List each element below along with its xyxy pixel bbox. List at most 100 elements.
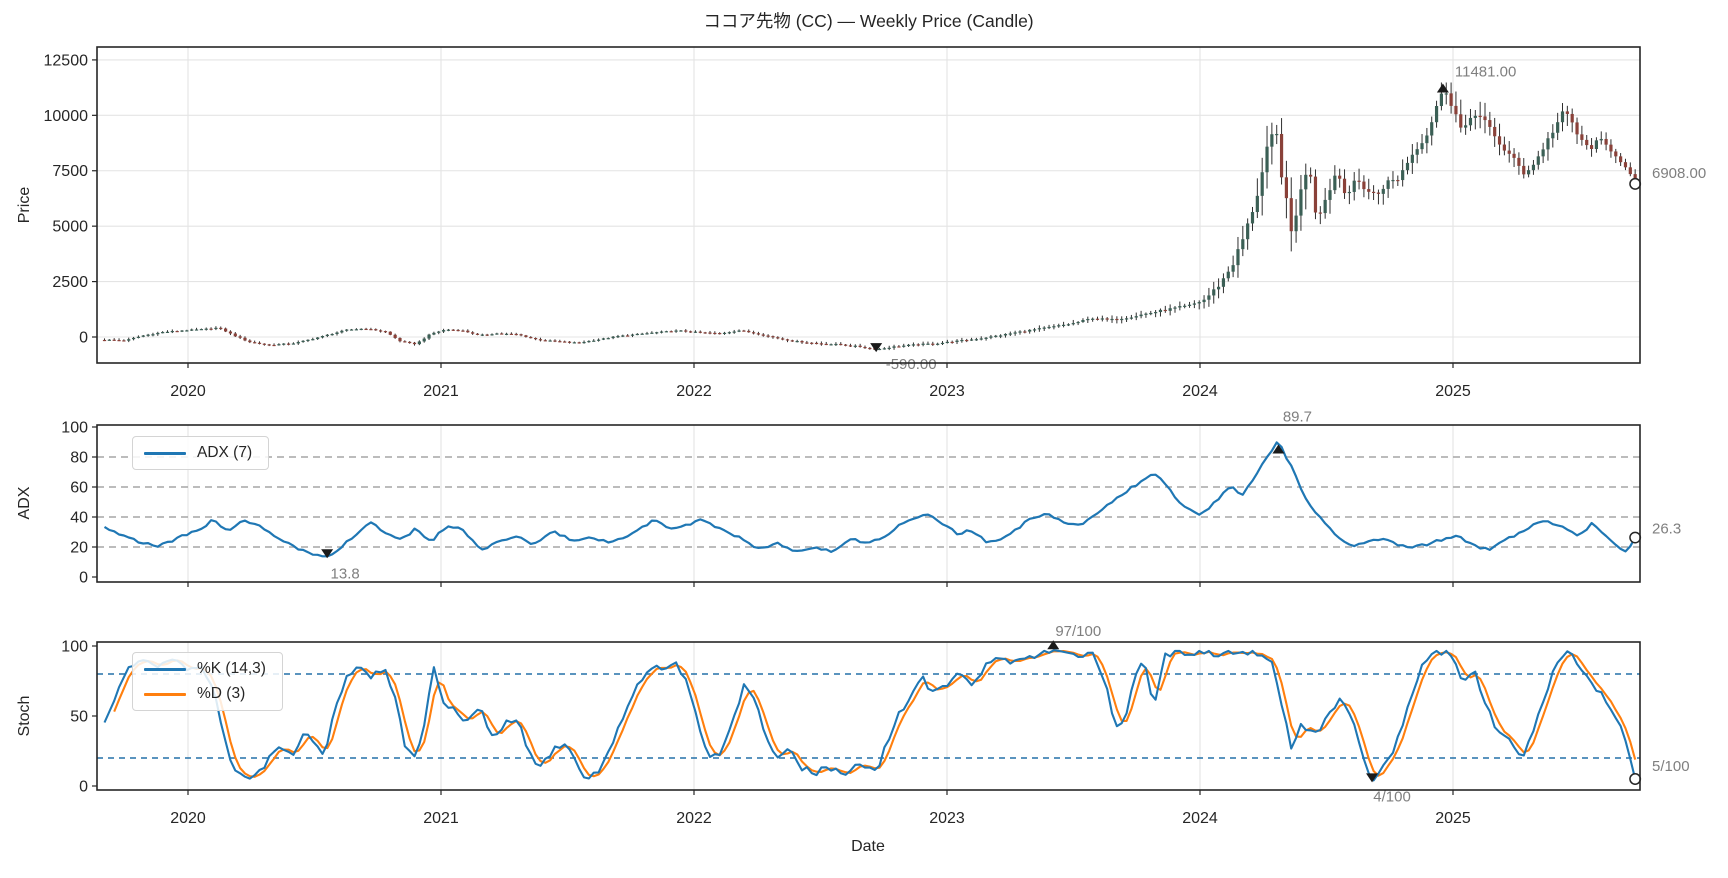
candle-body — [921, 343, 925, 345]
candle-body — [805, 342, 809, 344]
candle-body — [1381, 188, 1385, 194]
candle-body — [785, 339, 790, 341]
candle-body — [451, 329, 455, 331]
candle-body — [587, 340, 591, 343]
candle-body — [1560, 111, 1565, 123]
candle-body — [650, 332, 654, 334]
candle-body — [393, 334, 397, 338]
candle-body — [1367, 189, 1371, 192]
axes — [92, 46, 1641, 795]
candle-body — [1221, 278, 1226, 287]
candle-body — [1497, 136, 1502, 145]
candle-body — [572, 342, 576, 344]
stoch-k-legend-label: %K (14,3) — [197, 660, 266, 677]
candle-body — [1250, 212, 1255, 224]
candle-body — [974, 339, 978, 341]
candle-body — [732, 331, 736, 333]
candle-body — [1091, 318, 1095, 320]
candle-body — [640, 333, 644, 335]
candle-body — [529, 336, 533, 339]
candle-body — [1357, 180, 1361, 182]
candle-body — [1061, 324, 1066, 326]
y-tick-label: 2500 — [52, 274, 88, 291]
adx-legend-row: ADX (7) — [144, 444, 252, 462]
candle-body — [1236, 249, 1240, 266]
adx-line — [103, 441, 1637, 558]
price-min-label: -590.00 — [886, 356, 937, 373]
candle-body — [892, 346, 896, 348]
x-tick-label: 2024 — [1182, 810, 1218, 827]
candle-body — [1502, 144, 1506, 151]
candle-body — [611, 336, 615, 339]
candle-body — [621, 335, 625, 337]
candle-body — [887, 347, 891, 349]
candle-body — [1231, 265, 1235, 272]
candle-body — [1216, 286, 1221, 290]
candle-body — [606, 338, 610, 340]
price-max-label: 11481.00 — [1455, 64, 1516, 81]
dashed-gridlines — [97, 456, 1640, 759]
candle-body — [1289, 198, 1293, 232]
candle-body — [131, 337, 136, 340]
y-tick-label: 5000 — [52, 219, 88, 236]
candle-body — [185, 330, 189, 332]
candle-body — [1342, 178, 1347, 194]
candle-body — [563, 341, 567, 343]
candle-body — [475, 333, 480, 335]
candle-body — [1246, 223, 1250, 240]
candle-body — [1585, 139, 1589, 146]
candle-body — [1478, 115, 1482, 118]
candle-body — [228, 331, 233, 334]
candle-body — [1526, 170, 1531, 175]
candle-body — [1430, 122, 1434, 136]
candle-body — [1265, 146, 1269, 173]
candle-body — [1536, 156, 1540, 165]
candle-body — [267, 344, 271, 346]
candle-body — [747, 330, 751, 333]
candle-body — [950, 341, 954, 344]
candle-body — [1100, 318, 1104, 320]
candle-body — [146, 334, 150, 336]
candle-body — [931, 343, 935, 345]
candle-body — [737, 330, 741, 332]
candle-body — [1512, 153, 1516, 158]
candle-body — [272, 344, 276, 347]
candle-body — [427, 334, 431, 339]
candle-body — [1449, 93, 1453, 106]
y-tick-label: 100 — [61, 420, 88, 437]
candle-body — [538, 339, 543, 341]
candle-body — [165, 331, 170, 333]
candle-body — [558, 341, 562, 343]
candle-body — [345, 329, 349, 331]
candle-body — [664, 331, 668, 333]
candle-body — [781, 338, 785, 340]
candle-body — [1134, 316, 1138, 318]
candle-body — [1483, 116, 1487, 121]
candle-body — [136, 336, 141, 338]
candle-body — [1241, 239, 1245, 250]
candle-body — [863, 346, 867, 349]
x-tick-label: 2022 — [676, 383, 712, 400]
candle-body — [151, 334, 155, 336]
candle-body — [906, 344, 911, 347]
candle-body — [1052, 326, 1056, 328]
y-tick-label: 100 — [61, 639, 88, 656]
candle-body — [776, 337, 780, 339]
candle-body — [1623, 162, 1628, 168]
candle-body — [1405, 162, 1410, 171]
candle-body — [1338, 175, 1342, 179]
candle-body — [936, 343, 940, 345]
stoch-min-marker — [1366, 773, 1379, 783]
candle-body — [853, 345, 857, 347]
candle-body — [180, 330, 184, 332]
candle-body — [868, 347, 872, 350]
candle-body — [1570, 113, 1574, 123]
candle-body — [1488, 120, 1492, 127]
candle-body — [490, 334, 494, 336]
candle-body — [989, 336, 993, 338]
candle-body — [471, 332, 475, 334]
x-tick-label: 2021 — [423, 810, 459, 827]
candle-body — [194, 329, 199, 331]
candle-body — [1309, 174, 1313, 177]
candle-body — [1434, 106, 1439, 123]
